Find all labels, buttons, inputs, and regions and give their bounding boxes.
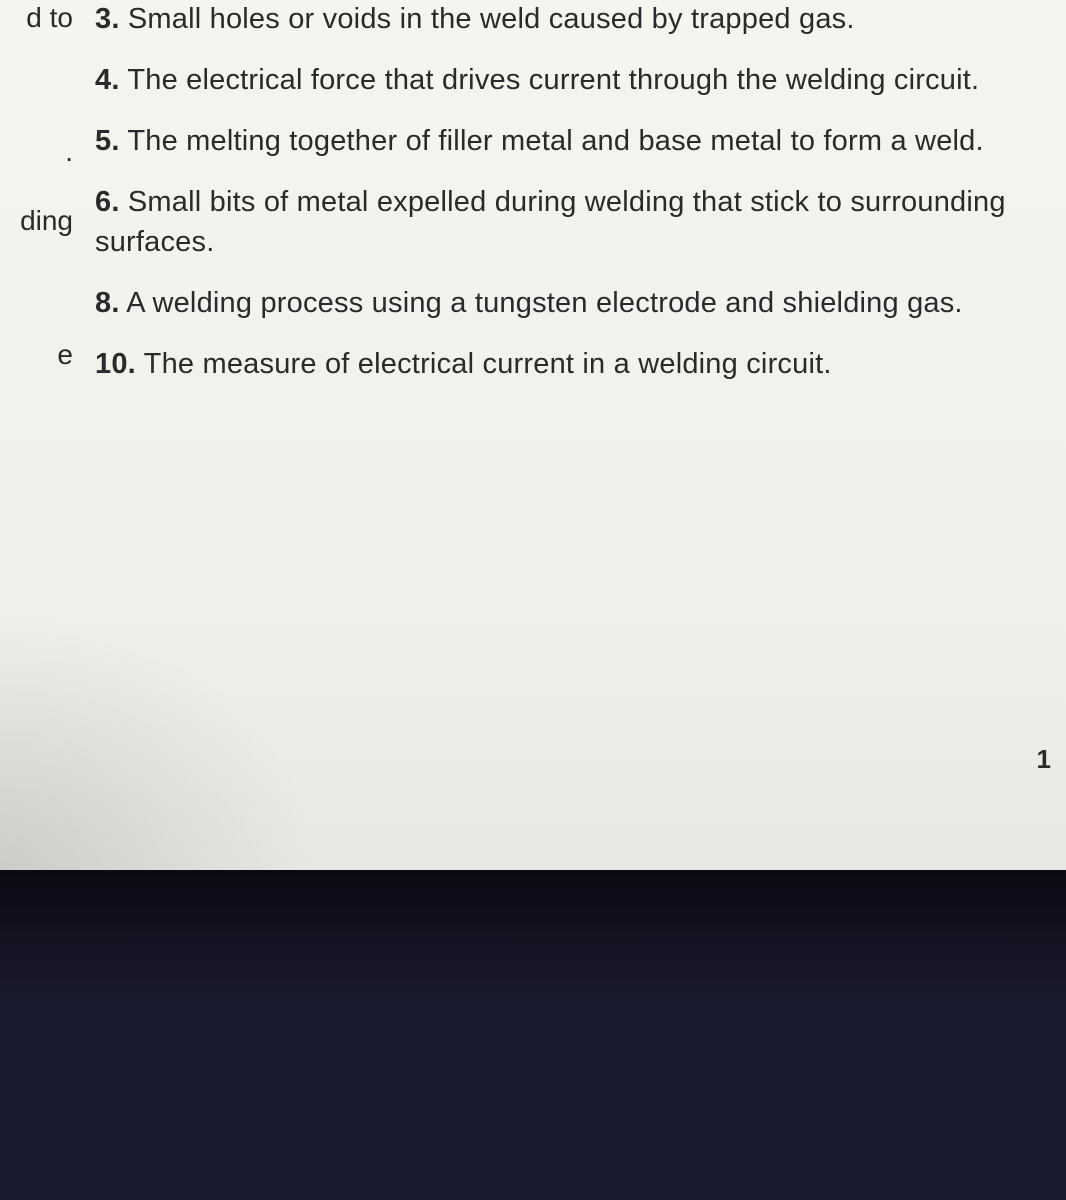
clue-item-3: 3. Small holes or voids in the weld caus… (95, 0, 1046, 39)
clue-text: The electrical force that drives current… (127, 64, 979, 96)
clue-text: Small holes or voids in the weld caused … (128, 3, 855, 35)
clue-item-5: 5. The melting together of filler metal … (95, 122, 1046, 161)
clue-number: 8. (95, 287, 120, 319)
left-fragment: . (0, 134, 85, 170)
clue-list: 3. Small holes or voids in the weld caus… (85, 0, 1066, 870)
clue-text: The melting together of filler metal and… (127, 125, 983, 157)
clue-number: 3. (95, 3, 120, 35)
clue-item-6: 6. Small bits of metal expelled during w… (95, 183, 1046, 261)
clue-number: 10. (95, 348, 136, 380)
clue-item-4: 4. The electrical force that drives curr… (95, 61, 1046, 100)
document-page: d to . ding e 3. Small holes or voids in… (0, 0, 1066, 870)
left-fragment: d to (0, 0, 85, 36)
left-column-fragments: d to . ding e (0, 0, 85, 870)
clue-item-10: 10. The measure of electrical current in… (95, 345, 1046, 384)
page-number-fragment: 1 (1037, 744, 1051, 775)
clue-number: 4. (95, 64, 120, 96)
left-fragment: e (0, 337, 85, 373)
dark-background-area (0, 870, 1066, 1200)
clue-number: 5. (95, 125, 120, 157)
clue-number: 6. (95, 186, 120, 218)
clue-text: The measure of electrical current in a w… (144, 348, 832, 380)
clue-text: Small bits of metal expelled during weld… (95, 186, 1006, 257)
clue-item-8: 8. A welding process using a tungsten el… (95, 284, 1046, 323)
clue-text: A welding process using a tungsten elect… (126, 287, 962, 319)
left-fragment: ding (0, 203, 85, 239)
